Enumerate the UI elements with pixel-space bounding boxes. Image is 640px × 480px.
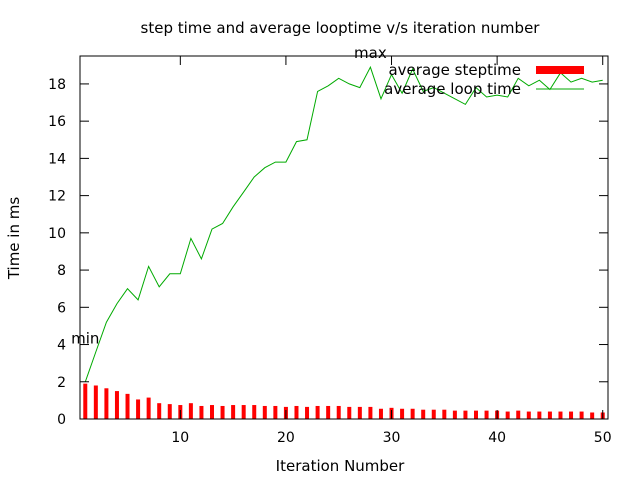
steptime-bar — [558, 411, 563, 419]
steptime-bar — [569, 411, 574, 419]
steptime-bar — [220, 405, 225, 419]
looptime-line-layer — [84, 65, 603, 382]
steptime-bar — [114, 391, 119, 419]
steptime-bar — [83, 383, 88, 419]
steptime-bar — [474, 410, 478, 419]
steptime-bar — [410, 408, 415, 419]
x-tick-label: 20 — [277, 430, 295, 446]
tick-layer: 0 2 4 6 8 10 12 14 16 18 10 20 30 40 50 — [48, 56, 612, 446]
chart-title: step time and average looptime v/s itera… — [141, 19, 541, 37]
steptime-bar — [368, 406, 373, 419]
steptime-bar — [157, 403, 162, 419]
steptime-bar — [547, 411, 552, 419]
steptime-bar — [231, 405, 236, 419]
steptime-bar — [210, 405, 214, 419]
y-tick-label: 0 — [57, 412, 66, 428]
steptime-bar — [146, 397, 151, 419]
steptime-bar — [336, 405, 341, 419]
steptime-bar — [273, 405, 278, 419]
annotation-min: min — [71, 330, 99, 348]
legend-label: average steptime — [388, 61, 521, 79]
steptime-bar — [305, 406, 310, 419]
y-tick-label: 6 — [57, 300, 66, 316]
x-axis-label: Iteration Number — [276, 457, 405, 475]
steptime-bar — [104, 388, 109, 419]
steptime-bar — [93, 385, 98, 419]
steptime-bar — [188, 403, 193, 419]
steptime-bar — [579, 411, 584, 419]
steptime-bar — [463, 410, 468, 419]
y-tick-label: 16 — [48, 114, 66, 130]
steptime-bar — [315, 405, 320, 419]
y-axis-label: Time in ms — [5, 197, 23, 281]
steptime-bar — [442, 409, 447, 419]
steptime-bar — [347, 406, 352, 419]
y-tick-label: 4 — [57, 338, 66, 354]
steptime-bar — [199, 405, 204, 419]
y-tick-label: 2 — [57, 375, 66, 391]
annotation-max: max — [354, 44, 387, 62]
steptime-bar — [167, 404, 172, 419]
plot-border — [79, 55, 609, 420]
x-tick-label: 30 — [383, 430, 401, 446]
y-tick-label: 8 — [57, 263, 66, 279]
steptime-bar — [537, 411, 542, 419]
steptime-bar — [526, 411, 531, 419]
y-tick-label: 14 — [48, 151, 66, 167]
steptime-bar — [452, 410, 457, 419]
steptime-bar — [484, 410, 489, 419]
steptime-bar — [136, 399, 141, 419]
steptime-bar — [125, 393, 130, 419]
steptime-bar — [400, 408, 405, 419]
steptime-bar — [252, 405, 257, 419]
steptime-bar — [516, 410, 521, 419]
steptime-bar — [241, 405, 246, 419]
y-tick-label: 10 — [48, 226, 66, 242]
steptime-bar — [294, 405, 299, 419]
steptime-bar — [326, 405, 331, 419]
steptime-bar — [421, 409, 426, 419]
annotation-layer: min max — [71, 44, 387, 348]
steptime-bar — [505, 411, 510, 419]
x-tick-label: 10 — [171, 430, 189, 446]
steptime-bar — [357, 406, 362, 419]
legend-swatch-bar — [536, 66, 584, 74]
steptime-bar — [378, 408, 383, 419]
y-tick-label: 18 — [48, 77, 66, 93]
x-tick-label: 50 — [594, 430, 612, 446]
y-tick-label: 12 — [48, 189, 66, 205]
steptime-bar — [590, 412, 595, 419]
plot-frame — [79, 55, 609, 420]
steptime-bars — [83, 383, 605, 419]
x-tick-label: 40 — [488, 430, 506, 446]
legend-label: average loop time — [384, 80, 521, 98]
steptime-bar — [262, 405, 267, 419]
steptime-bar — [431, 409, 436, 419]
looptime-line — [84, 65, 603, 382]
